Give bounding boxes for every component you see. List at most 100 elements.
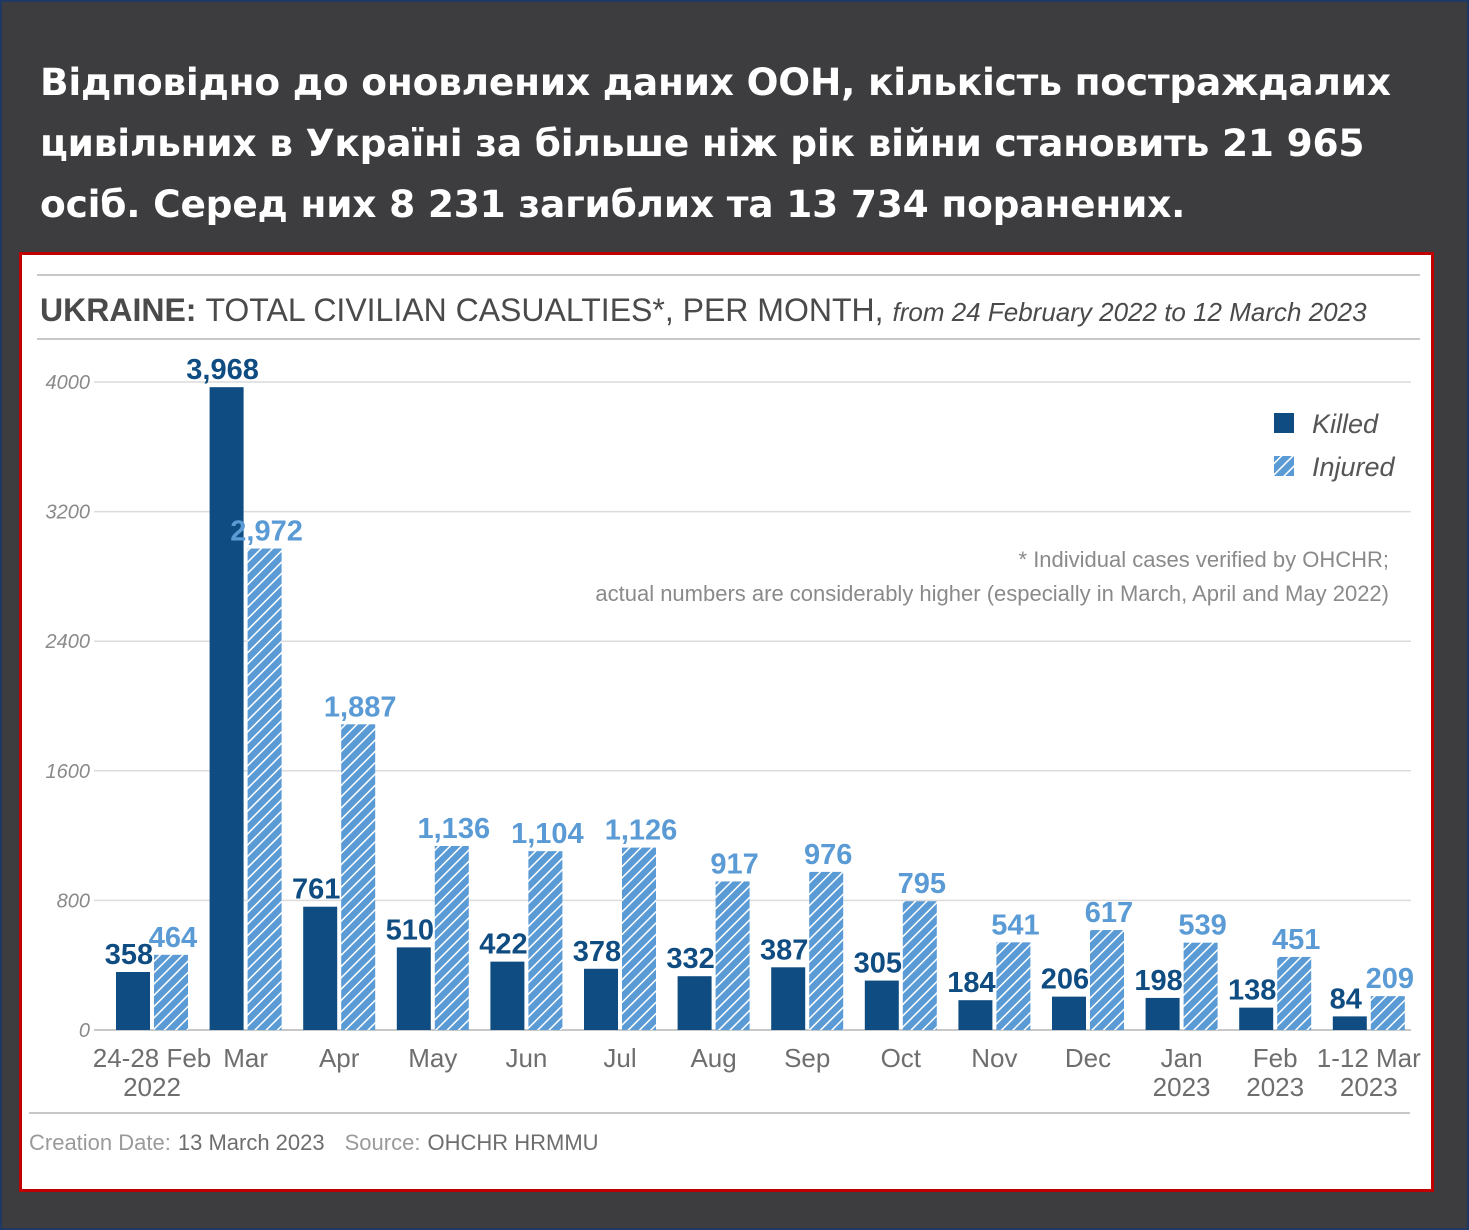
bar-injured (528, 851, 563, 1030)
data-label-killed: 358 (105, 939, 153, 971)
bars (116, 387, 1405, 1030)
x-tick-label: 2022 (123, 1072, 181, 1102)
y-axis: 0 800 1600 2400 3200 4000 (45, 372, 91, 1042)
bar-injured (1090, 930, 1124, 1030)
bar-killed (396, 947, 431, 1030)
bar-injured (809, 871, 844, 1030)
bar-killed (490, 961, 525, 1030)
x-tick-label: Mar (223, 1043, 268, 1073)
bar-injured (622, 847, 656, 1030)
x-tick-label: 2023 (1246, 1072, 1304, 1102)
y-tick-label: 3200 (46, 502, 91, 524)
x-tick-label: Aug (690, 1043, 736, 1073)
title-bold: UKRAINE: (40, 292, 196, 328)
bar-injured (1277, 956, 1312, 1030)
data-label-killed: 198 (1134, 965, 1182, 997)
bar-killed (1332, 1016, 1367, 1030)
headline: Відповідно до оновлених даних ООН, кільк… (40, 60, 1391, 226)
source-label: Source: (345, 1130, 421, 1155)
bar-injured (434, 845, 469, 1030)
x-tick-label: Jan (1161, 1043, 1203, 1073)
bar-killed (116, 972, 150, 1030)
data-label-killed: 206 (1041, 964, 1089, 996)
y-tick-label: 800 (57, 890, 90, 912)
legend: Killed Injured (1274, 409, 1396, 482)
x-tick-label: Jun (505, 1043, 547, 1073)
data-label-injured: 617 (1085, 897, 1133, 929)
x-tick-label: May (408, 1043, 457, 1073)
legend-swatch-killed (1274, 413, 1294, 433)
data-label-injured: 464 (149, 922, 197, 954)
source-value: OHCHR HRMMU (427, 1130, 598, 1155)
footer: Creation Date: 13 March 2023 Source: OHCHR … (29, 1130, 599, 1155)
data-label-injured: 795 (898, 868, 946, 900)
data-label-injured: 209 (1366, 963, 1414, 995)
bar-injured (341, 724, 376, 1030)
bar-killed (584, 968, 618, 1030)
x-tick-label: 2023 (1340, 1072, 1398, 1102)
bar-killed (677, 976, 712, 1030)
x-tick-label: Apr (319, 1043, 360, 1073)
data-label-killed: 761 (292, 874, 340, 906)
footnote-line-2: actual numbers are considerably higher (… (595, 581, 1389, 606)
y-tick-label: 1600 (46, 761, 91, 783)
data-label-killed: 138 (1228, 975, 1276, 1007)
bar-injured (1183, 942, 1218, 1030)
data-label-injured: 1,126 (605, 815, 678, 847)
title-main: TOTAL CIVILIAN CASUALTIES*, PER MONTH, (205, 292, 883, 328)
legend-swatch-injured (1274, 456, 1294, 476)
y-tick-label: 4000 (46, 372, 91, 394)
title-italic: from 24 February 2022 to 12 March 2023 (893, 297, 1368, 327)
bar-injured (996, 942, 1031, 1030)
bar-injured (715, 881, 750, 1030)
bar-killed (1052, 996, 1086, 1030)
x-tick-label: Jul (603, 1043, 636, 1073)
bar-killed (958, 1000, 993, 1030)
data-label-injured: 539 (1178, 910, 1226, 942)
bar-injured (247, 548, 282, 1030)
x-tick-label: Oct (881, 1043, 922, 1073)
data-label-killed: 84 (1330, 983, 1362, 1015)
data-label-killed: 510 (386, 914, 434, 946)
data-label-injured: 541 (991, 909, 1039, 941)
creation-date-value: 13 March 2023 (178, 1130, 325, 1155)
bar-injured (902, 901, 937, 1030)
data-label-injured: 1,136 (418, 813, 491, 845)
data-label-injured: 1,104 (511, 818, 584, 850)
bar-killed (771, 967, 806, 1030)
bar-killed (303, 906, 338, 1030)
bar-killed (1145, 997, 1180, 1030)
chart-title: UKRAINE: TOTAL CIVILIAN CASUALTIES*, PER … (40, 292, 1367, 328)
data-label-killed: 332 (666, 943, 714, 975)
bar-injured (154, 954, 188, 1030)
legend-label-injured: Injured (1312, 452, 1396, 482)
x-tick-label: Nov (971, 1043, 1017, 1073)
data-label-injured: 917 (710, 848, 758, 880)
data-label-killed: 184 (947, 967, 995, 999)
data-label-killed: 378 (573, 936, 621, 968)
bar-killed (209, 387, 244, 1030)
x-tick-label: Feb (1253, 1043, 1298, 1073)
bar-injured (1370, 996, 1405, 1030)
x-tick-label: Dec (1065, 1043, 1111, 1073)
bar-killed (1239, 1007, 1274, 1030)
x-tick-label: 24-28 Feb (93, 1043, 212, 1073)
footnote-line-1: * Individual cases verified by OHCHR; (1019, 547, 1389, 572)
creation-date-label: Creation Date: (29, 1130, 171, 1155)
legend-label-killed: Killed (1312, 409, 1379, 439)
data-label-injured: 2,972 (230, 516, 303, 548)
chart-card: UKRAINE: TOTAL CIVILIAN CASUALTIES*, PER … (19, 252, 1434, 1192)
data-label-killed: 422 (479, 929, 527, 961)
data-label-injured: 1,887 (324, 691, 397, 723)
data-label-killed: 3,968 (186, 354, 259, 386)
x-tick-label: Sep (784, 1043, 830, 1073)
data-label-killed: 305 (854, 948, 902, 980)
x-tick-label: 2023 (1153, 1072, 1211, 1102)
data-label-injured: 451 (1272, 924, 1320, 956)
x-tick-label: 1-12 Mar (1317, 1043, 1421, 1073)
y-tick-label: 2400 (45, 631, 91, 653)
casualties-chart: UKRAINE: TOTAL CIVILIAN CASUALTIES*, PER … (29, 274, 1421, 1155)
data-label-injured: 976 (804, 839, 852, 871)
